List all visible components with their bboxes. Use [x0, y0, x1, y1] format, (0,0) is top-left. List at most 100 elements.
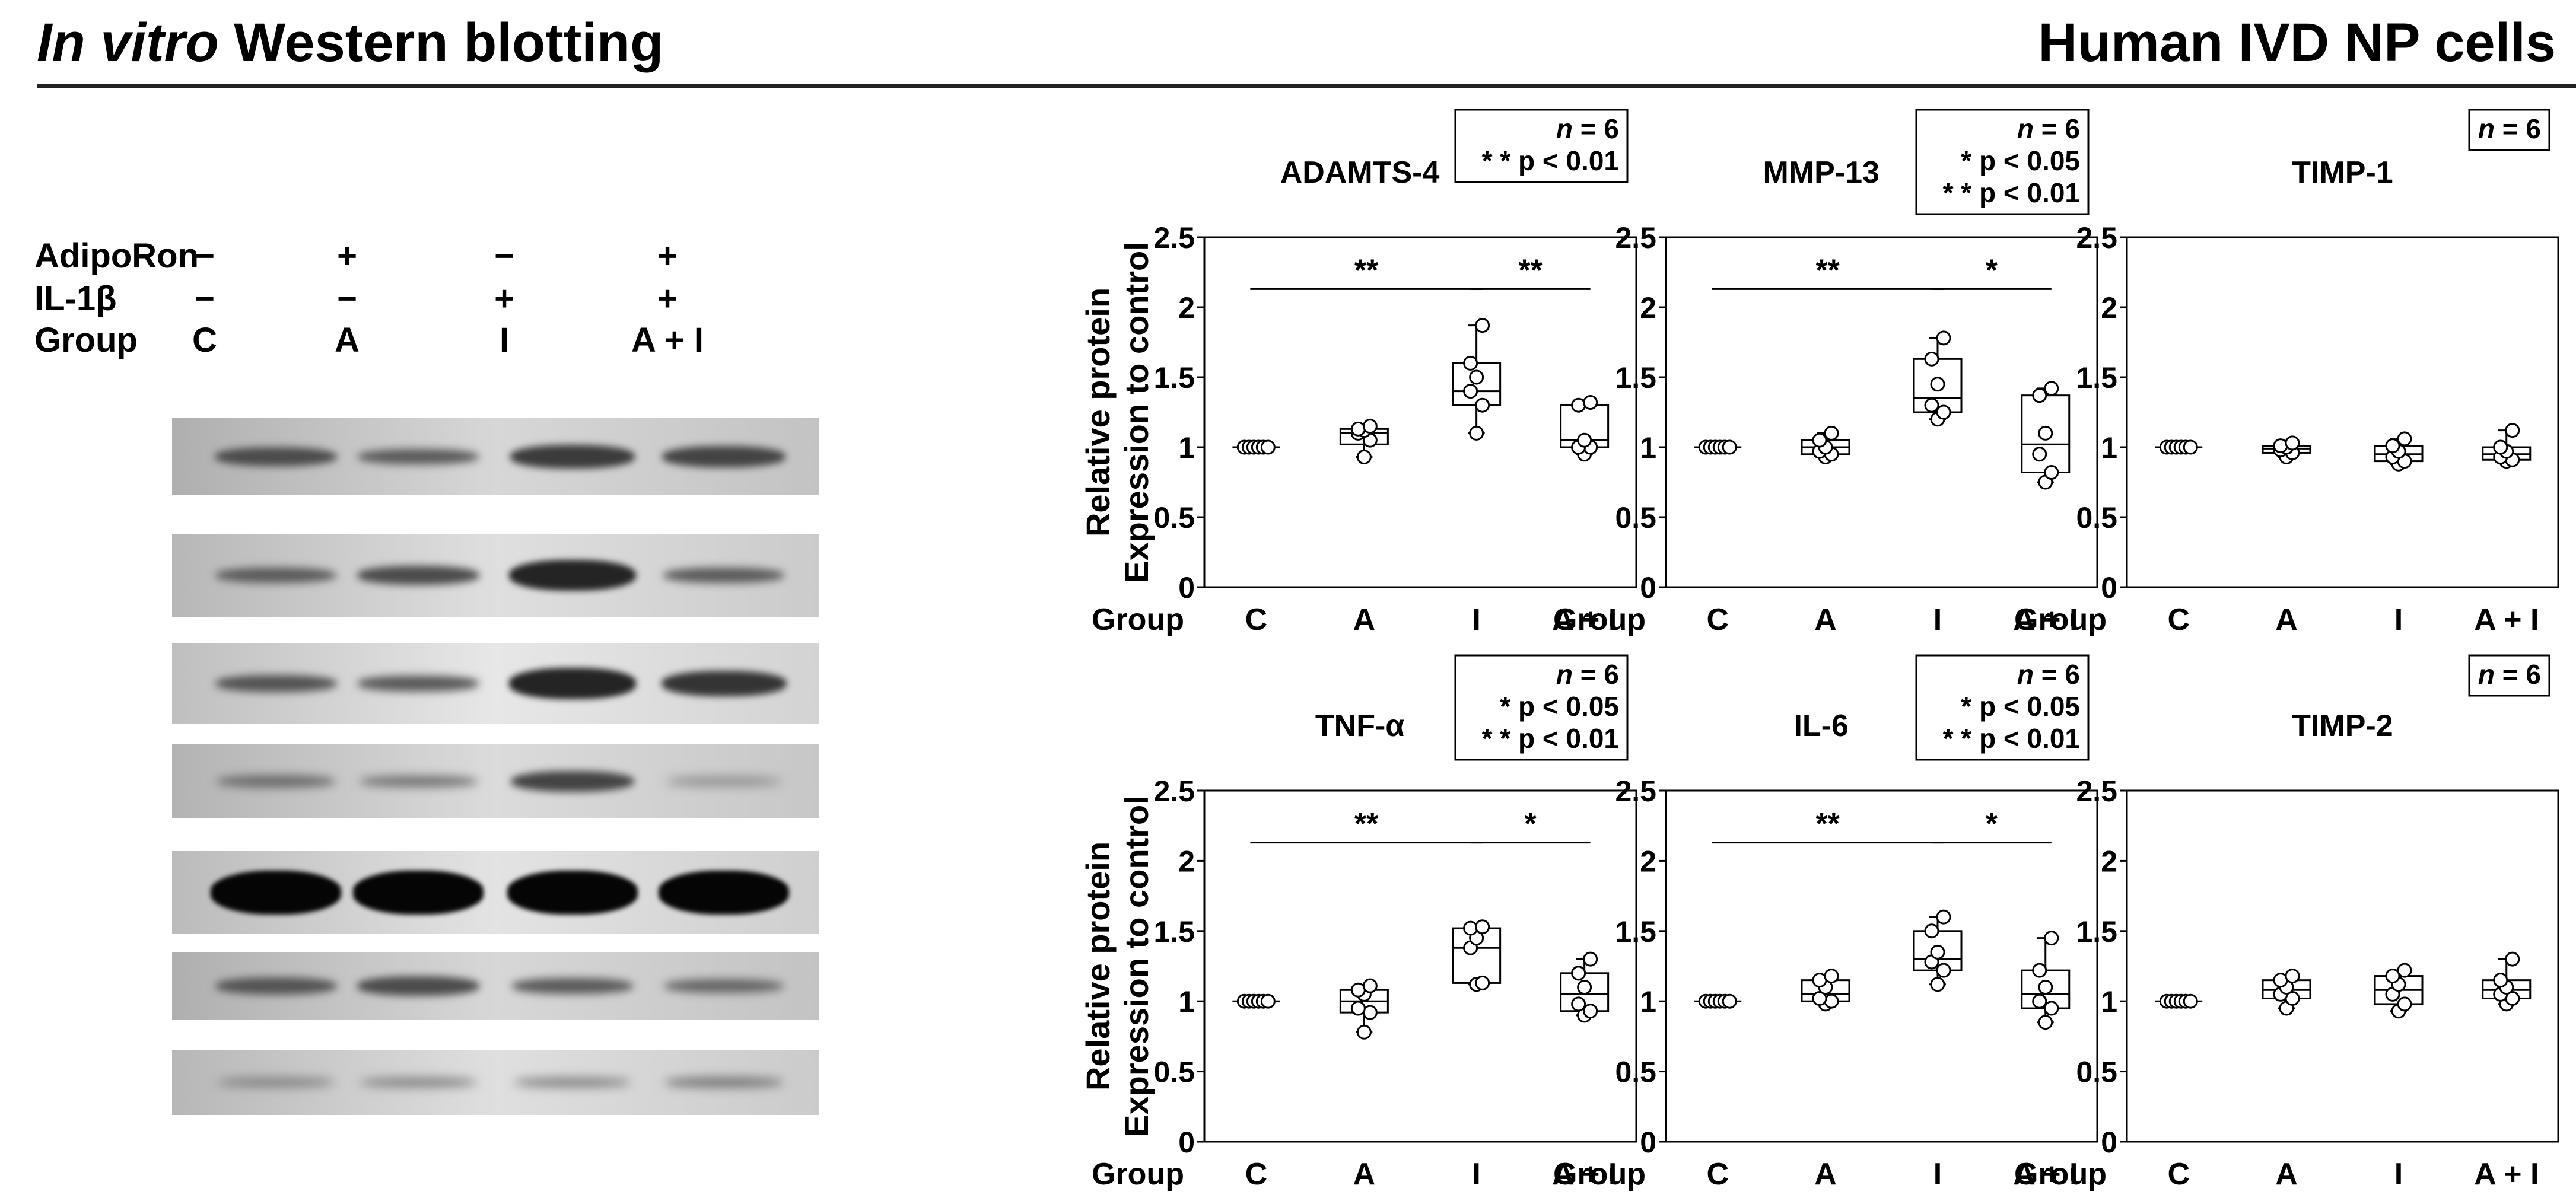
y-tick-label: 1	[1640, 985, 1656, 1018]
data-point	[1583, 1004, 1598, 1019]
chart-panel: 0 0.5 1 1.5 2 2.5 Group C A I A + I ADAMTS-4 Relativ…	[1079, 109, 1637, 637]
plot-frame	[1203, 236, 1637, 588]
data-point	[1936, 404, 1951, 420]
x-tick-label: A + I	[2474, 603, 2539, 637]
y-tick-label: 2.5	[1615, 221, 1656, 254]
data-point	[1722, 993, 1737, 1009]
condition-row-label: Group	[34, 321, 138, 359]
data-point	[1577, 980, 1592, 995]
data-point	[1469, 425, 1484, 441]
plot-frame	[2126, 236, 2559, 588]
chart-panel: 0 0.5 1 1.5 2 2.5 Group C A I A + I TIMP-2 n = 6	[2014, 654, 2559, 1192]
data-point	[2032, 993, 2047, 1009]
y-tick-label: 2.5	[1153, 775, 1195, 808]
blot-strip	[172, 418, 819, 495]
x-tick-label: I	[2394, 1157, 2403, 1192]
x-tick-label: A + I	[1552, 603, 1617, 637]
data-point	[1356, 1024, 1372, 1040]
data-point	[1583, 394, 1598, 410]
data-point	[1924, 397, 1939, 413]
stats-n-label: n = 6	[2017, 659, 2080, 690]
data-point	[2044, 464, 2059, 480]
blot-band	[510, 445, 635, 469]
data-point	[1475, 919, 1490, 935]
stats-significance-label: * * p < 0.01	[1482, 723, 1619, 754]
data-point	[2183, 993, 2198, 1009]
significance-label: **	[1815, 807, 1840, 842]
stats-n-label: n = 6	[1556, 113, 1619, 144]
significance-label: *	[1525, 807, 1537, 842]
data-point	[2273, 438, 2288, 454]
x-axis-label: Group	[2014, 1157, 2107, 1192]
condition-cell: −	[195, 237, 215, 275]
blot-band	[511, 770, 634, 792]
data-point	[1362, 419, 1378, 434]
data-point	[2038, 980, 2053, 995]
x-tick-label: A	[2275, 1157, 2298, 1192]
data-point	[2505, 423, 2520, 438]
blot-band	[357, 565, 480, 585]
data-point	[1930, 944, 1945, 960]
data-point	[1260, 439, 1276, 455]
x-tick-label: C	[1706, 603, 1729, 637]
y-tick-label: 0.5	[1153, 501, 1195, 534]
stats-significance-label: * p < 0.05	[1961, 145, 2080, 176]
x-tick-label: C	[1245, 603, 1268, 637]
stats-box	[1454, 109, 1629, 183]
y-tick-label: 0	[1178, 1126, 1195, 1159]
blot-band	[662, 446, 785, 467]
y-tick-label: 1.5	[1615, 915, 1656, 948]
y-axis-label: Relative protein	[1079, 288, 1117, 537]
y-tick-label: 1	[2101, 431, 2117, 464]
x-tick-label: A + I	[2013, 603, 2078, 637]
y-tick-label: 2	[1640, 291, 1656, 324]
significance-label: **	[1354, 807, 1379, 842]
data-point	[2044, 931, 2059, 946]
y-tick-label: 0.5	[1153, 1056, 1195, 1089]
x-tick-label: I	[1472, 1157, 1480, 1192]
plot-frame	[1665, 789, 2098, 1143]
stats-box	[1915, 109, 2090, 215]
blot-band	[663, 567, 784, 584]
blot-band	[664, 979, 784, 993]
y-tick-label: 2	[1178, 291, 1195, 324]
y-tick-label: 2.5	[1615, 775, 1656, 808]
blot-strip	[172, 643, 819, 724]
x-axis-label: Group	[2014, 603, 2107, 637]
data-point	[1812, 432, 1827, 448]
y-tick-label: 0.5	[1615, 1056, 1656, 1089]
plot-frame	[1665, 236, 2098, 588]
chart-title: IL-6	[1793, 709, 1848, 743]
condition-cell: −	[337, 279, 357, 318]
x-tick-label: A + I	[1552, 1157, 1617, 1192]
x-tick-label: C	[2167, 603, 2190, 637]
blot-band	[218, 1077, 334, 1088]
y-tick-label: 2.5	[1153, 221, 1195, 254]
data-point	[2493, 439, 2508, 455]
stats-significance-label: * * p < 0.01	[1943, 723, 2080, 754]
x-axis-label: Group	[1553, 1157, 1646, 1192]
data-point	[1350, 1001, 1366, 1016]
data-point	[1824, 993, 1839, 1009]
data-point	[1463, 384, 1478, 399]
data-point	[1936, 909, 1951, 925]
y-tick-label: 0.5	[2076, 1056, 2117, 1089]
y-tick-label: 1.5	[1153, 915, 1195, 948]
data-point	[1824, 969, 1839, 984]
blot-band	[661, 670, 787, 697]
blot-band	[216, 775, 336, 788]
figure-title: In vitro Western blotting	[37, 12, 663, 74]
data-point	[1571, 397, 1586, 413]
data-point	[2493, 973, 2508, 988]
data-point	[1475, 318, 1490, 333]
condition-row-label: IL-1β	[34, 279, 117, 318]
condition-cell: A + I	[631, 321, 704, 359]
blot-strip	[172, 744, 819, 818]
y-tick-label: 2.5	[2076, 775, 2117, 808]
data-point	[1350, 421, 1366, 437]
stats-box	[1915, 654, 2090, 761]
data-point	[1469, 369, 1484, 385]
data-point	[1463, 355, 1478, 371]
chart-title: ADAMTS-4	[1280, 155, 1440, 190]
